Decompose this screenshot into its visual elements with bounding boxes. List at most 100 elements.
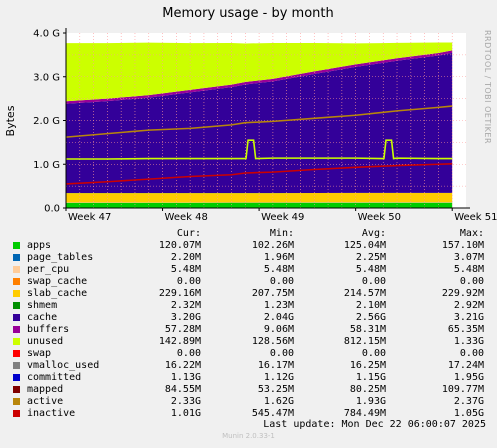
legend-label: mapped bbox=[27, 384, 64, 395]
legend-swatch bbox=[13, 350, 20, 357]
legend-max-value: 1.33G bbox=[453, 336, 484, 347]
legend-min-value: 1.62G bbox=[263, 396, 294, 407]
x-tick-label: Week 47 bbox=[68, 212, 111, 223]
legend-avg-value: 0.00 bbox=[361, 348, 386, 359]
legend-max-value: 3.07M bbox=[453, 252, 484, 263]
legend-label: inactive bbox=[27, 408, 76, 419]
legend-swatch bbox=[13, 386, 20, 393]
legend-label: apps bbox=[27, 240, 52, 251]
legend-row-inactive: inactive 1.01G 545.47M 784.49M 1.05G bbox=[0, 408, 497, 420]
col-cur-header: Cur: bbox=[176, 228, 201, 239]
legend-rows: apps 120.07M 102.26M 125.04M 157.10M page_tab… bbox=[0, 240, 497, 420]
legend-max-value: 0.00 bbox=[459, 276, 484, 287]
col-min-header: Min: bbox=[269, 228, 294, 239]
legend-swatch bbox=[13, 338, 20, 345]
legend-max-value: 65.35M bbox=[447, 324, 484, 335]
legend-max-value: 157.10M bbox=[441, 240, 484, 251]
legend-min-value: 0.00 bbox=[269, 276, 294, 287]
legend-row-per_cpu: per_cpu 5.48M 5.48M 5.48M 5.48M bbox=[0, 264, 497, 276]
legend-cur-value: 2.32M bbox=[170, 300, 201, 311]
legend-swatch bbox=[13, 278, 20, 285]
legend-min-value: 2.04G bbox=[263, 312, 294, 323]
y-tick-label: 2.0 G bbox=[33, 116, 60, 127]
legend-max-value: 17.24M bbox=[447, 360, 484, 371]
legend-min-value: 5.48M bbox=[263, 264, 294, 275]
legend-avg-value: 2.10M bbox=[355, 300, 386, 311]
legend-swatch bbox=[13, 374, 20, 381]
y-tick-label: 0.0 bbox=[44, 204, 60, 215]
legend-swatch bbox=[13, 242, 20, 249]
line-committed bbox=[66, 139, 453, 160]
legend-label: shmem bbox=[27, 300, 58, 311]
x-tick-label: Week 49 bbox=[261, 212, 304, 223]
legend-row-shmem: shmem 2.32M 1.23M 2.10M 2.92M bbox=[0, 300, 497, 312]
legend-cur-value: 57.28M bbox=[164, 324, 201, 335]
legend-min-value: 1.96M bbox=[263, 252, 294, 263]
line-active bbox=[65, 105, 453, 138]
legend-min-value: 545.47M bbox=[251, 408, 294, 419]
legend-cur-value: 2.33G bbox=[170, 396, 201, 407]
legend-avg-value: 125.04M bbox=[343, 240, 386, 251]
legend-min-value: 16.17M bbox=[257, 360, 294, 371]
legend-max-value: 3.21G bbox=[453, 312, 484, 323]
legend-label: committed bbox=[27, 372, 82, 383]
rrdtool-credit: RRDTOOL / TOBI OETIKER bbox=[483, 30, 492, 144]
legend-row-cache: cache 3.20G 2.04G 2.56G 3.21G bbox=[0, 312, 497, 324]
legend-label: swap bbox=[27, 348, 52, 359]
legend-cur-value: 0.00 bbox=[176, 276, 201, 287]
legend-cur-value: 16.22M bbox=[164, 360, 201, 371]
legend-row-apps: apps 120.07M 102.26M 125.04M 157.10M bbox=[0, 240, 497, 252]
legend-swatch bbox=[13, 410, 20, 417]
legend-cur-value: 1.13G bbox=[170, 372, 201, 383]
legend-cur-value: 84.55M bbox=[164, 384, 201, 395]
legend-max-value: 0.00 bbox=[459, 348, 484, 359]
legend-avg-value: 1.15G bbox=[355, 372, 386, 383]
legend-table: Cur: Min: Avg: Max: apps 120.07M 102.26M 12… bbox=[0, 228, 497, 420]
legend-min-value: 0.00 bbox=[269, 348, 294, 359]
legend-label: per_cpu bbox=[27, 264, 70, 275]
legend-label: buffers bbox=[27, 324, 70, 335]
legend-max-value: 1.95G bbox=[453, 372, 484, 383]
legend-avg-value: 2.25M bbox=[355, 252, 386, 263]
x-tick-label: Week 48 bbox=[165, 212, 208, 223]
legend-avg-value: 0.00 bbox=[361, 276, 386, 287]
legend-max-value: 2.92M bbox=[453, 300, 484, 311]
munin-version: Munin 2.0.33-1 bbox=[222, 432, 275, 440]
last-update: Last update: Mon Dec 22 06:00:07 2025 bbox=[263, 419, 486, 430]
legend-avg-value: 2.56G bbox=[355, 312, 386, 323]
y-axis-label: Bytes bbox=[4, 105, 17, 136]
overlay-lines bbox=[65, 105, 453, 185]
legend-header: Cur: Min: Avg: Max: bbox=[0, 228, 497, 240]
legend-label: vmalloc_used bbox=[27, 360, 100, 371]
x-tick-label: Week 51 bbox=[454, 212, 497, 223]
legend-swatch bbox=[13, 266, 20, 273]
legend-label: slab_cache bbox=[27, 288, 88, 299]
legend-cur-value: 142.89M bbox=[158, 336, 201, 347]
legend-swatch bbox=[13, 398, 20, 405]
legend-cur-value: 5.48M bbox=[170, 264, 201, 275]
memory-chart: Memory usage - by month Bytes RRDTOOL / … bbox=[4, 6, 497, 223]
legend-cur-value: 1.01G bbox=[170, 408, 201, 419]
legend-min-value: 1.23M bbox=[263, 300, 294, 311]
legend-max-value: 2.37G bbox=[453, 396, 484, 407]
legend-row-unused: unused 142.89M 128.56M 812.15M 1.33G bbox=[0, 336, 497, 348]
y-tick-label: 4.0 G bbox=[33, 29, 60, 40]
legend-row-page_tables: page_tables 2.20M 1.96M 2.25M 3.07M bbox=[0, 252, 497, 264]
legend-row-vmalloc_used: vmalloc_used 16.22M 16.17M 16.25M 17.24M bbox=[0, 360, 497, 372]
col-max-header: Max: bbox=[459, 228, 484, 239]
legend-min-value: 128.56M bbox=[251, 336, 294, 347]
axes: 0.0 1.0 G 2.0 G 3.0 G 4.0 G Week 47 Week 48 Wee… bbox=[33, 28, 497, 223]
legend-avg-value: 812.15M bbox=[343, 336, 386, 347]
legend-swatch bbox=[13, 254, 20, 261]
legend-cur-value: 120.07M bbox=[158, 240, 201, 251]
legend-label: active bbox=[27, 396, 64, 407]
legend-swatch bbox=[13, 362, 20, 369]
x-tick-label: Week 50 bbox=[358, 212, 401, 223]
chart-title: Memory usage - by month bbox=[162, 6, 333, 21]
legend-cur-value: 0.00 bbox=[176, 348, 201, 359]
legend-avg-value: 16.25M bbox=[349, 360, 386, 371]
line-inactive bbox=[65, 163, 453, 185]
legend-row-active: active 2.33G 1.62G 1.93G 2.37G bbox=[0, 396, 497, 408]
legend-min-value: 1.12G bbox=[263, 372, 294, 383]
legend-avg-value: 5.48M bbox=[355, 264, 386, 275]
